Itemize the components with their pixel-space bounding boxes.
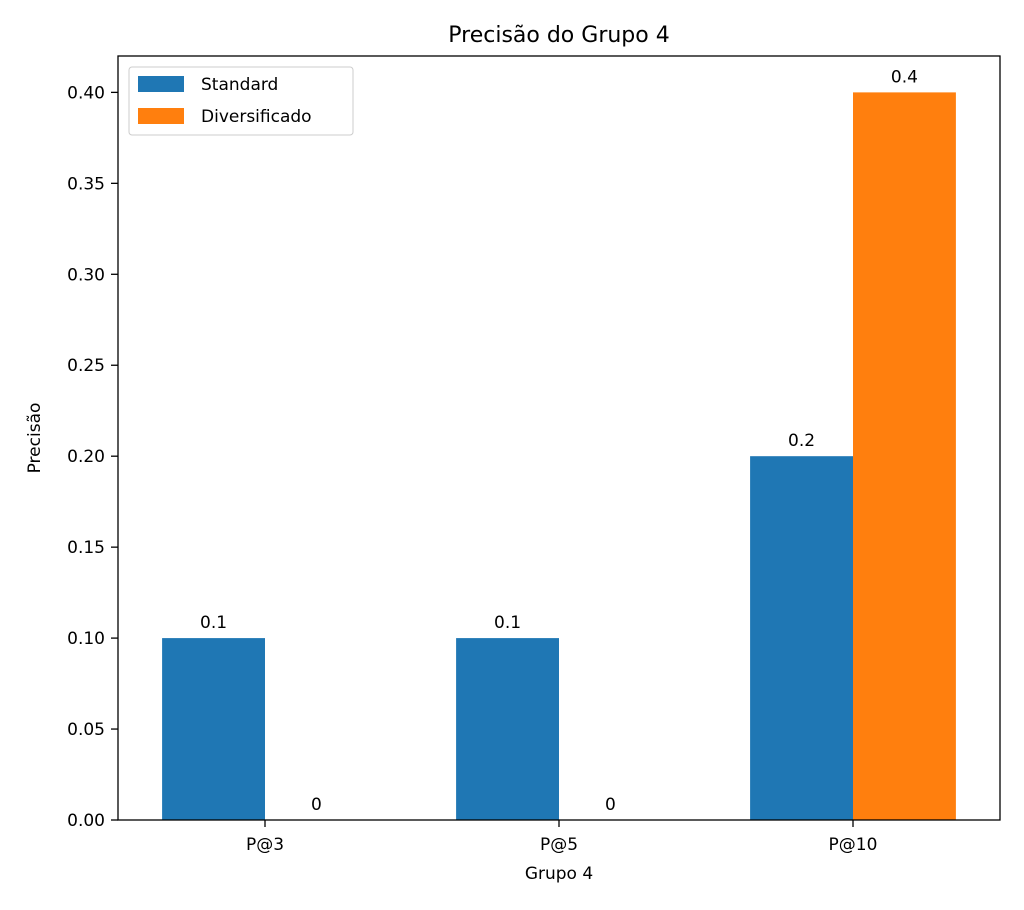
bar-standard-2: [750, 456, 853, 820]
bars-layer: [162, 92, 956, 820]
y-axis-ticks: 0.00 0.05 0.10 0.15 0.20 0.25 0.30 0.35 0.40: [67, 83, 118, 831]
y-tick-label: 0.05: [67, 720, 105, 740]
y-tick-label: 0.20: [67, 447, 105, 467]
data-label-standard-2: 0.2: [788, 431, 815, 451]
y-tick-label: 0.00: [67, 811, 105, 831]
bar-standard-0: [162, 638, 265, 820]
legend-frame: [128, 66, 354, 136]
y-tick-label: 0.25: [67, 356, 105, 376]
y-tick-label: 0.35: [67, 174, 105, 194]
x-axis-label: Grupo 4: [525, 864, 593, 884]
data-label-diversificado-2: 0.4: [891, 67, 918, 87]
legend-label-diversificado: Diversificado: [201, 107, 312, 127]
x-tick-label: P@10: [829, 835, 878, 855]
x-tick-label: P@5: [540, 835, 578, 855]
x-axis-ticks: P@3 P@5 P@10: [246, 820, 877, 855]
y-tick-label: 0.10: [67, 629, 105, 649]
y-tick-label: 0.30: [67, 265, 105, 285]
y-tick-label: 0.15: [67, 538, 105, 558]
bar-diversificado-2: [853, 92, 956, 820]
legend-label-standard: Standard: [201, 75, 278, 95]
data-label-standard-1: 0.1: [494, 613, 521, 633]
data-labels-layer: 0.1 0.1 0.2 0 0 0.4: [200, 67, 918, 815]
y-tick-label: 0.40: [67, 83, 105, 103]
data-label-diversificado-0: 0: [311, 795, 322, 815]
data-label-diversificado-1: 0: [605, 795, 616, 815]
y-axis-label: Precisão: [25, 403, 45, 474]
bar-standard-1: [456, 638, 559, 820]
chart-title: Precisão do Grupo 4: [448, 23, 669, 48]
plot-area-frame: [117, 55, 1001, 821]
legend-swatch-standard: [138, 76, 184, 92]
data-label-standard-0: 0.1: [200, 613, 227, 633]
legend-swatch-diversificado: [138, 108, 184, 124]
x-tick-label: P@3: [246, 835, 284, 855]
legend: Standard Diversificado: [128, 66, 354, 136]
